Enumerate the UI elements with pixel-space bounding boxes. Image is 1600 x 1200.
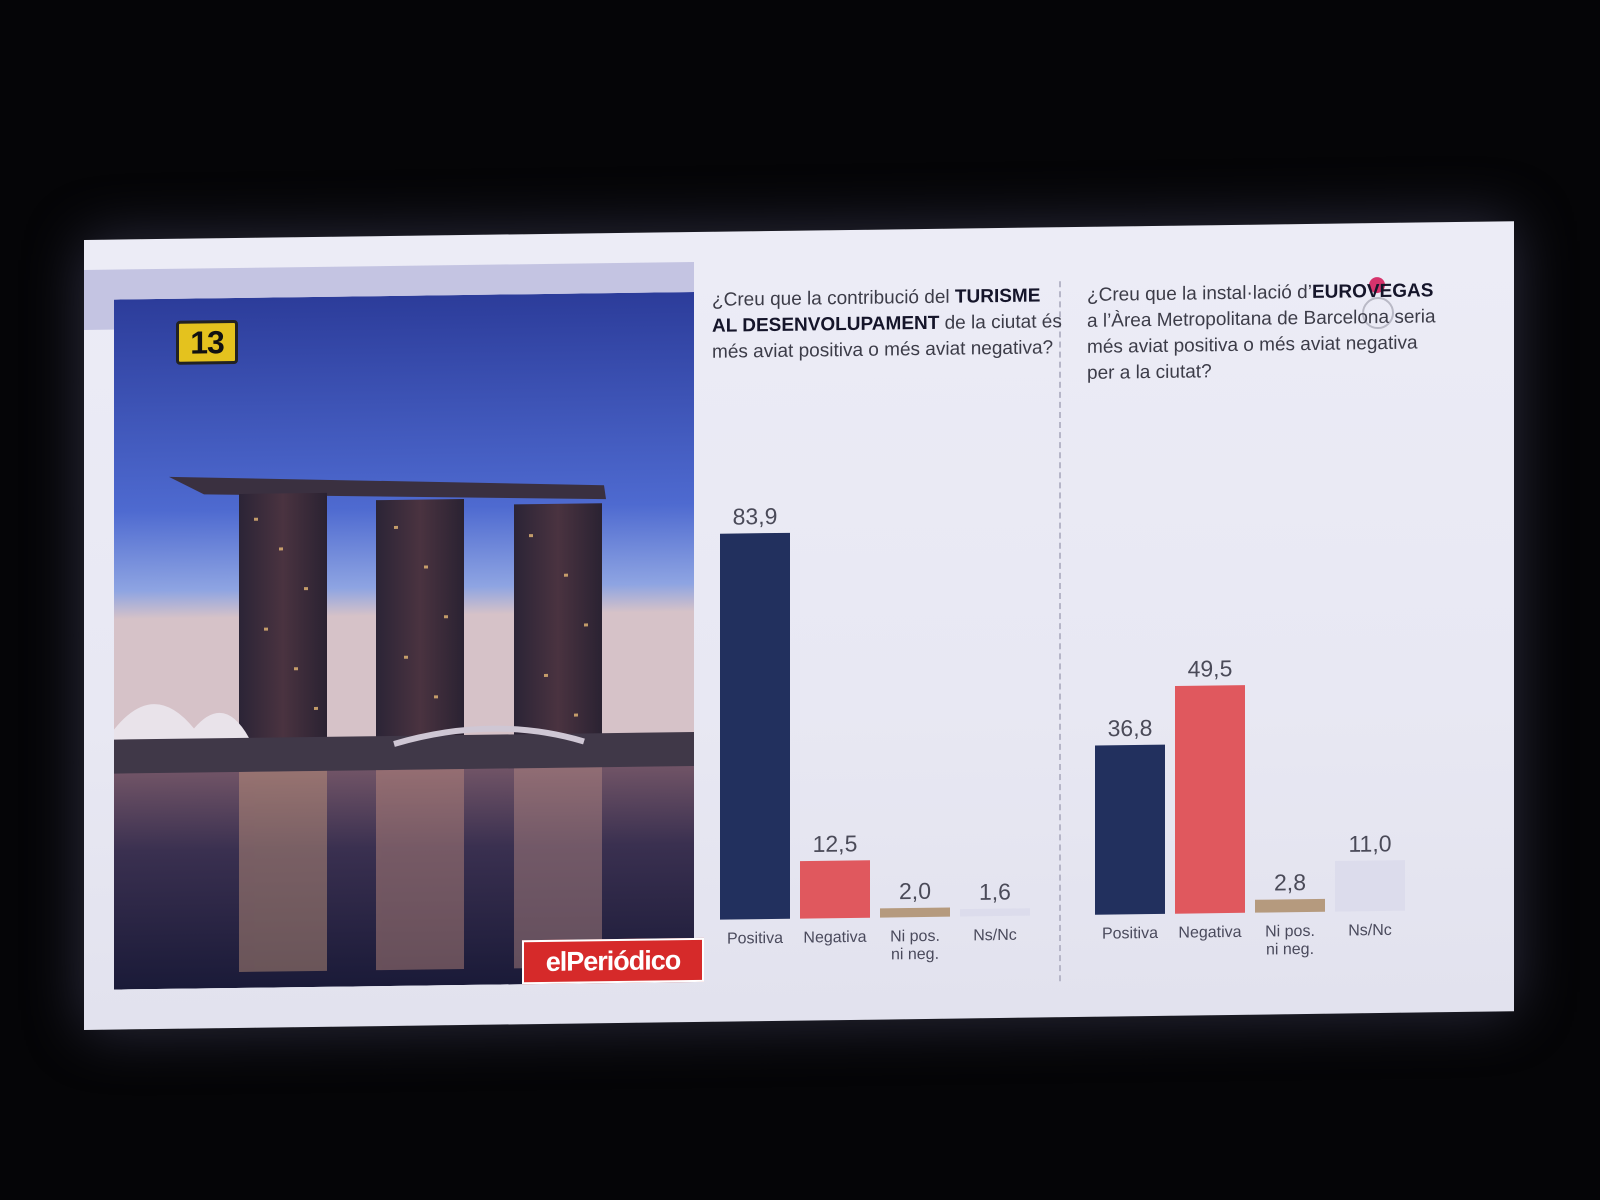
bar-4 [1335, 860, 1405, 912]
eurovegas-chart: ¿Creu que la instal·lació d’EUROVEGAS a … [1079, 266, 1439, 991]
tourism-chart: ¿Creu que la contribució del TURISME AL … [704, 271, 1064, 996]
chart-question: ¿Creu que la instal·lació d’EUROVEGAS a … [1087, 278, 1437, 387]
bar-chart-svg: 83,9 Positiva 12,5 Negativa 2,0 Ni pos.ni neg… [720, 503, 1030, 964]
chart-question: ¿Creu que la contribució del TURISME AL … [712, 283, 1062, 366]
bar-4 [960, 908, 1030, 917]
category-label: Negativa [1178, 924, 1241, 942]
question-text-end: a l’Àrea Metropolitana de Barcelona seri… [1087, 306, 1436, 384]
value-label: 11,0 [1348, 830, 1391, 857]
category-label: Ni pos. [1265, 923, 1315, 941]
value-label: 36,8 [1108, 715, 1153, 742]
question-emphasis: EUROVEGAS [1311, 280, 1434, 303]
value-label: 2,0 [899, 878, 931, 904]
category-label: Ns/Nc [1348, 922, 1392, 940]
value-label: 2,8 [1274, 869, 1306, 895]
bar-2 [800, 860, 870, 919]
bar-3 [1255, 898, 1325, 913]
category-label: Positiva [727, 930, 783, 948]
bar-3 [880, 907, 950, 918]
category-label: Positiva [1102, 925, 1158, 943]
bar-chart-svg: 36,8 Positiva 49,5 Negativa 2,8 Ni pos.ni neg… [1095, 655, 1405, 959]
tv-screen: 13 elPeriódico ¿Creu que la contribució … [84, 221, 1514, 1030]
bar-1 [720, 532, 790, 920]
category-label: ni neg. [1266, 941, 1314, 959]
question-text: ¿Creu que la contribució del [712, 286, 955, 311]
skyline-photo [114, 292, 694, 990]
category-label: Negativa [803, 929, 866, 947]
category-label: Ns/Nc [973, 927, 1017, 945]
value-label: 12,5 [813, 830, 858, 857]
el-periodico-logo: elPeriódico [522, 937, 704, 985]
bar-1 [1095, 744, 1165, 915]
value-label: 49,5 [1188, 655, 1233, 682]
episode-badge: 13 [176, 319, 238, 365]
value-label: 1,6 [979, 879, 1011, 905]
category-label: Ni pos. [890, 928, 940, 946]
category-label: ni neg. [891, 946, 939, 964]
question-text: ¿Creu que la instal·lació d’ [1087, 281, 1312, 306]
value-label: 83,9 [733, 503, 778, 530]
bar-2 [1175, 685, 1245, 914]
